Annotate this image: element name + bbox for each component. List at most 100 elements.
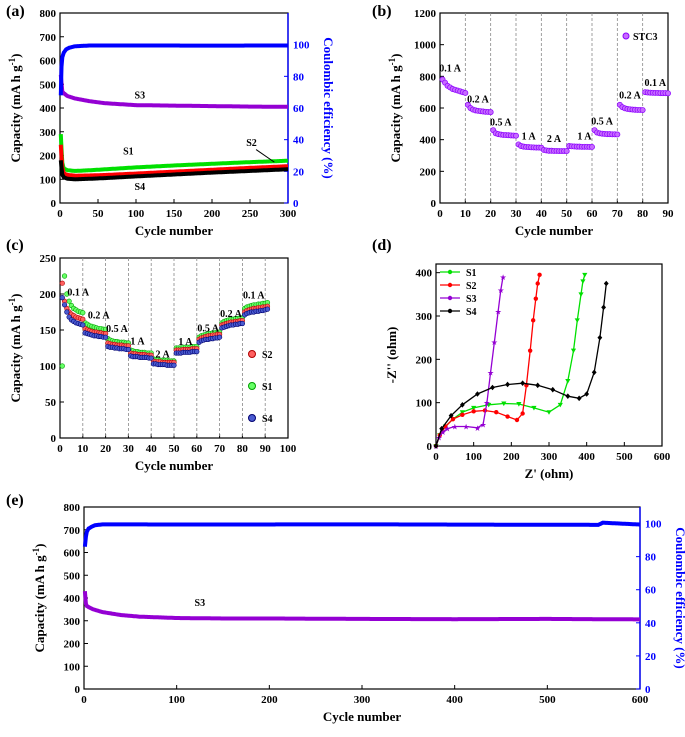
y2-tick-label: 100 bbox=[645, 519, 662, 531]
x-tick-label: 30 bbox=[511, 208, 523, 220]
rate-label: 0.2 A bbox=[88, 310, 110, 321]
panel-e: (e)0 100 200 300 400 500 600010020030040050060… bbox=[6, 492, 685, 724]
nyquist-point bbox=[578, 292, 584, 297]
panel-label-b: (b) bbox=[372, 3, 392, 20]
y-tick-label: 100 bbox=[40, 174, 57, 186]
legend-marker bbox=[447, 308, 453, 314]
nyquist-point bbox=[471, 405, 477, 411]
data-point-s4 bbox=[239, 320, 245, 327]
data-point-s4 bbox=[59, 295, 65, 301]
x-tick-label: 0 bbox=[57, 443, 63, 455]
nyquist-point: ★ bbox=[451, 423, 458, 432]
y-tick-label: 0 bbox=[51, 198, 57, 210]
nyquist-point bbox=[565, 393, 571, 399]
x-tick-label: 60 bbox=[191, 443, 203, 455]
data-point-s4 bbox=[61, 302, 68, 308]
data-point bbox=[462, 90, 469, 96]
nyquist-point bbox=[501, 401, 507, 407]
series-line-s2 bbox=[58, 144, 288, 178]
nyquist-point bbox=[486, 402, 492, 408]
x-tick-label: 70 bbox=[214, 443, 226, 455]
rate-label: 0.1 A bbox=[67, 287, 89, 298]
nyquist-point: ★ bbox=[487, 368, 494, 377]
x-axis-title: Cycle number bbox=[135, 458, 214, 473]
x-tick-label: 0 bbox=[57, 208, 63, 220]
nyquist-point bbox=[591, 369, 597, 376]
x-tick-label: 50 bbox=[169, 443, 181, 455]
x-tick-label: 600 bbox=[632, 694, 649, 706]
x-tick-label: 0 bbox=[81, 694, 87, 706]
y2-tick-label: 100 bbox=[293, 40, 310, 52]
nyquist-point bbox=[582, 272, 588, 278]
nyquist-point: ★ bbox=[495, 308, 502, 317]
y-tick-label: 600 bbox=[420, 103, 437, 115]
nyquist-point: ★ bbox=[497, 286, 504, 295]
x-tick-label: 0 bbox=[437, 208, 443, 220]
data-point bbox=[639, 107, 646, 114]
x-tick-label: 90 bbox=[260, 443, 272, 455]
nyquist-point: ★ bbox=[479, 420, 486, 429]
data-point-s1 bbox=[61, 273, 68, 279]
nyquist-point bbox=[537, 272, 542, 278]
nyquist-point bbox=[574, 318, 580, 323]
y-tick-label: 800 bbox=[64, 502, 81, 514]
plot-frame bbox=[83, 506, 641, 690]
y2-tick-label: 20 bbox=[293, 166, 305, 178]
nyquist-point bbox=[535, 281, 540, 286]
x-tick-label: 80 bbox=[637, 208, 649, 220]
rate-label: 0.1 A bbox=[243, 290, 265, 301]
y-tick-label: 200 bbox=[420, 166, 437, 178]
nyquist-point: ★ bbox=[483, 399, 490, 408]
nyquist-point bbox=[520, 411, 525, 416]
y-tick-label: 400 bbox=[64, 593, 81, 605]
nyquist-point bbox=[475, 391, 480, 397]
rate-label: 0.2 A bbox=[467, 94, 489, 105]
x-tick-label: 300 bbox=[354, 694, 371, 706]
y2-tick-label: 40 bbox=[645, 618, 657, 630]
x-tick-label: 50 bbox=[561, 208, 573, 220]
legend-marker bbox=[248, 382, 256, 390]
nyquist-point bbox=[580, 279, 586, 284]
y-axis-title: Capacity (mA h g-1) bbox=[31, 544, 47, 653]
x-tick-label: 10 bbox=[77, 443, 89, 455]
x-tick-label: 100 bbox=[168, 694, 185, 706]
x-tick-label: 250 bbox=[242, 208, 259, 220]
nyquist-point bbox=[533, 296, 539, 301]
nyquist-point bbox=[530, 318, 536, 323]
nyquist-point bbox=[550, 386, 556, 393]
x-axis-title: Cycle number bbox=[515, 223, 594, 238]
nyquist-point: ★ bbox=[474, 424, 481, 433]
y-tick-label: 600 bbox=[64, 548, 81, 560]
y2-axis-title: Coulombic efficiency (%) bbox=[321, 37, 336, 179]
rate-label: 0.2 A bbox=[619, 91, 641, 102]
nyquist-point bbox=[597, 334, 603, 341]
rate-label: 0.5 A bbox=[490, 117, 512, 128]
data-point-s4 bbox=[125, 346, 131, 353]
data-point-s2 bbox=[80, 316, 86, 322]
nyquist-point bbox=[546, 410, 552, 415]
data-point-s1 bbox=[80, 310, 86, 316]
y-tick-label: 100 bbox=[416, 398, 433, 410]
y-tick-label: 250 bbox=[40, 253, 57, 265]
data-point-s4 bbox=[264, 306, 271, 312]
nyquist-point bbox=[448, 412, 454, 419]
y-tick-label: 200 bbox=[416, 354, 433, 366]
nyquist-point bbox=[516, 401, 522, 407]
series-line-ce bbox=[82, 520, 640, 547]
y-axis-title: Capacity (mA h g-1) bbox=[387, 54, 403, 163]
nyquist-line-s4 bbox=[435, 283, 607, 447]
data-point bbox=[487, 109, 494, 116]
x-tick-label: 500 bbox=[539, 694, 556, 706]
x-tick-label: 0 bbox=[433, 451, 439, 463]
panel-label-a: (a) bbox=[6, 3, 25, 20]
annotation-pointer bbox=[255, 149, 275, 163]
nyquist-point bbox=[459, 410, 465, 415]
y-tick-label: 0 bbox=[427, 441, 433, 453]
y2-tick-label: 60 bbox=[293, 103, 305, 115]
rate-label: 1 A bbox=[178, 337, 193, 348]
legend-label: S4 bbox=[466, 307, 477, 318]
y-tick-label: 100 bbox=[40, 361, 57, 373]
x-tick-label: 30 bbox=[123, 443, 135, 455]
annotation-label: S3 bbox=[195, 598, 206, 609]
x-tick-label: 100 bbox=[465, 451, 482, 463]
